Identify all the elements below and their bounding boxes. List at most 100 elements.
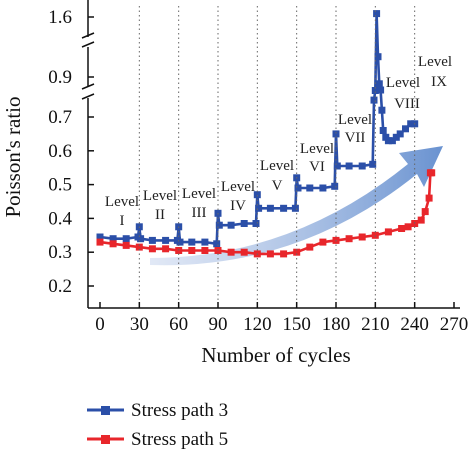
y-tick-label-0-4: 0.4 [48, 208, 72, 229]
point-stress-path-3-46 [396, 130, 404, 138]
point-stress-path-3-45 [392, 133, 400, 141]
point-stress-path-3-11 [188, 238, 196, 246]
level-numeral-ix: IX [431, 74, 447, 90]
point-stress-path-3-35 [371, 87, 379, 94]
point-stress-path-3-41 [379, 127, 387, 134]
point-stress-path-3-30 [333, 162, 341, 170]
point-stress-path-3-1 [109, 235, 117, 243]
axis-break-upper [81, 32, 95, 48]
point-stress-path-5-0 [96, 238, 104, 246]
point-stress-path-3-37 [374, 53, 382, 61]
level-word-v: Level [260, 158, 294, 174]
point-stress-path-3-21 [266, 204, 274, 212]
x-tick-label-240: 240 [400, 314, 429, 335]
y-tick-label-0-5: 0.5 [48, 175, 72, 196]
level-numeral-ii: II [155, 207, 165, 223]
point-stress-path-3-6 [148, 236, 156, 244]
point-stress-path-3-32 [358, 162, 366, 170]
level-numeral-vi: VI [309, 159, 325, 175]
point-stress-path-5-8 [201, 247, 209, 254]
level-word-ii: Level [143, 188, 177, 204]
y-tick-label-0-2: 0.2 [48, 276, 72, 297]
point-stress-path-3-15 [215, 221, 223, 229]
point-stress-path-3-0 [96, 233, 104, 241]
point-stress-path-3-47 [402, 125, 409, 133]
point-stress-path-3-10 [176, 238, 184, 246]
point-stress-path-5-2 [122, 241, 130, 249]
point-stress-path-3-12 [201, 238, 209, 246]
x-tick-label-210: 210 [361, 314, 390, 335]
point-stress-path-5-20 [358, 233, 366, 241]
point-stress-path-3-5 [137, 235, 145, 243]
level-word-vi: Level [300, 141, 334, 157]
y-tick-label-0-6: 0.6 [48, 141, 72, 162]
point-stress-path-5-14 [280, 250, 288, 258]
point-stress-path-3-39 [377, 86, 385, 94]
point-stress-path-3-28 [331, 182, 339, 190]
point-stress-path-5-4 [148, 245, 156, 253]
x-tick-label-180: 180 [322, 314, 351, 335]
point-stress-path-3-7 [162, 236, 170, 244]
point-stress-path-5-11 [240, 248, 248, 256]
point-stress-path-3-22 [280, 204, 288, 212]
y-tick-label-1-6: 1.6 [48, 7, 72, 28]
point-stress-path-3-17 [240, 220, 248, 227]
point-stress-path-3-34 [370, 96, 378, 104]
x-axis-title: Number of cycles [201, 343, 350, 367]
x-tick-label-90: 90 [209, 314, 228, 335]
point-stress-path-5-24 [404, 223, 412, 231]
level-numeral-vii: VII [345, 130, 366, 146]
y-tick-label-0-9: 0.9 [48, 67, 72, 88]
legend-marker-stress-path-5 [101, 435, 110, 444]
point-stress-path-3-48 [407, 120, 415, 128]
level-word-iv: Level [221, 179, 255, 195]
point-stress-path-5-19 [345, 235, 353, 243]
point-stress-path-3-26 [306, 184, 314, 192]
y-axis-title: Poisson's ratio [1, 96, 25, 217]
point-stress-path-3-19 [253, 191, 261, 199]
legend-label-stress-path-3: Stress path 3 [131, 400, 228, 421]
point-stress-path-3-44 [388, 137, 396, 145]
x-tick-label-0: 0 [95, 314, 105, 335]
y-tick-label-0-7: 0.7 [48, 107, 72, 128]
point-stress-path-5-28 [425, 194, 433, 202]
level-numeral-v: V [272, 178, 283, 194]
point-stress-path-5-17 [319, 238, 327, 246]
point-stress-path-5-30 [428, 169, 436, 177]
point-stress-path-5-5 [162, 245, 170, 253]
point-stress-path-3-27 [319, 184, 327, 192]
point-stress-path-3-20 [255, 204, 263, 212]
point-stress-path-5-26 [417, 216, 425, 224]
point-stress-path-3-43 [384, 137, 392, 145]
level-numeral-i: I [120, 213, 125, 229]
point-stress-path-3-2 [122, 235, 130, 243]
legend: Stress path 3 Stress path 5 [87, 400, 228, 450]
axis-break-lower [81, 83, 95, 100]
series-stress-path-3 [96, 10, 419, 248]
level-numeral-iv: IV [230, 198, 246, 214]
point-stress-path-5-3 [135, 243, 143, 251]
point-stress-path-5-10 [227, 248, 235, 256]
point-stress-path-3-29 [332, 130, 340, 138]
x-tick-label-60: 60 [169, 314, 188, 335]
legend-label-stress-path-5: Stress path 5 [131, 429, 228, 450]
level-word-iii: Level [182, 186, 216, 202]
point-stress-path-5-1 [109, 240, 117, 248]
point-stress-path-3-33 [369, 160, 377, 168]
point-stress-path-3-36 [373, 10, 381, 18]
point-stress-path-5-27 [421, 208, 429, 216]
point-stress-path-3-18 [252, 220, 260, 227]
level-numeral-iii: III [192, 205, 207, 221]
level-word-ix: Level [418, 54, 452, 70]
point-stress-path-5-7 [188, 247, 196, 254]
point-stress-path-5-15 [293, 248, 301, 256]
point-stress-path-3-16 [227, 221, 235, 229]
legend-marker-stress-path-3 [101, 406, 110, 415]
level-word-vii: Level [338, 112, 372, 128]
point-stress-path-5-13 [266, 250, 274, 258]
point-stress-path-3-13 [213, 240, 221, 248]
point-stress-path-5-16 [306, 243, 314, 251]
y-tick-label-0-3: 0.3 [48, 242, 72, 263]
x-tick-label-150: 150 [282, 314, 311, 335]
